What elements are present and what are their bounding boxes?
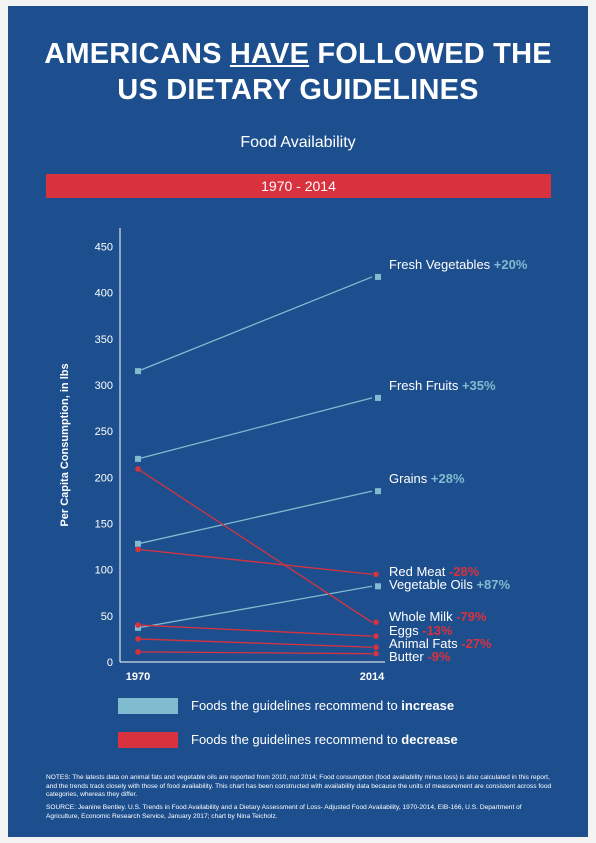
point-butter-1970	[135, 649, 141, 655]
y-tick-label: 150	[95, 518, 113, 530]
series-name-whole-milk: Whole Milk	[389, 609, 456, 624]
series-line-red-meat	[137, 548, 373, 575]
series-change-fresh-fruits: +35%	[462, 378, 496, 393]
date-range-banner: 1970 - 2014	[46, 174, 551, 198]
point-butter-2014	[373, 650, 379, 657]
page-title: AMERICANS HAVE FOLLOWED THE US DIETARY G…	[8, 36, 588, 108]
point-fresh-vegetables-1970	[135, 368, 141, 375]
footnote-notes: NOTES: The latests data on animal fats a…	[46, 774, 552, 798]
y-axis-label: Per Capita Consumption, in lbs	[59, 363, 71, 526]
y-tick-label: 400	[95, 288, 113, 300]
series-name-animal-fats: Animal Fats	[389, 636, 461, 651]
point-eggs-1970	[135, 622, 141, 628]
point-fresh-vegetables-2014	[375, 273, 381, 280]
series-change-vegetable-oils: +87%	[476, 577, 510, 592]
chart-subtitle: Food Availability	[240, 134, 356, 151]
series-label-fresh-fruits: Fresh Fruits +35%	[389, 378, 496, 393]
series-change-eggs: -13%	[422, 623, 453, 638]
title-have: HAVE	[229, 38, 310, 70]
series-change-butter: -9%	[427, 649, 451, 664]
series-line-eggs	[137, 624, 373, 637]
series-lines	[135, 273, 381, 657]
series-change-animal-fats: -27%	[461, 636, 492, 651]
series-change-whole-milk: -79%	[456, 609, 487, 624]
series-line-fresh-fruits	[137, 397, 373, 460]
series-name-vegetable-oils: Vegetable Oils	[389, 577, 476, 592]
series-name-fresh-vegetables: Fresh Vegetables	[389, 257, 494, 272]
point-grains-2014	[375, 488, 381, 495]
series-line-whole-milk	[137, 468, 373, 623]
point-vegetable-oils-2014	[375, 583, 381, 590]
y-tick-label: 300	[95, 380, 113, 392]
legend-decrease-swatch	[118, 732, 178, 748]
series-label-whole-milk: Whole Milk -79%	[389, 609, 487, 624]
series-name-eggs: Eggs	[389, 623, 422, 638]
point-animal-fats-1970	[135, 636, 141, 642]
series-change-grains: +28%	[431, 471, 465, 486]
series-line-grains	[137, 490, 373, 545]
y-tick-label: 450	[95, 241, 113, 253]
title-part-2: FOLLOWED THE	[309, 38, 552, 70]
point-grains-1970	[135, 540, 141, 547]
axes: 0 50 100 150 200 250 300 350 400 450 Per Capita Co…	[59, 228, 385, 683]
x-tick-label: 2014	[360, 671, 385, 683]
series-label-butter: Butter -9%	[389, 649, 451, 664]
series-line-vegetable-oils	[137, 585, 373, 629]
legend-decrease-label: Foods the guidelines recommend to decrea…	[191, 732, 458, 747]
y-tick-label: 250	[95, 426, 113, 438]
series-name-butter: Butter	[389, 649, 427, 664]
y-tick-label: 200	[95, 472, 113, 484]
series-label-animal-fats: Animal Fats -27%	[389, 636, 492, 651]
infographic-poster: AMERICANS HAVE FOLLOWED THE US DIETARY G…	[8, 6, 588, 837]
series-name-grains: Grains	[389, 471, 431, 486]
series-label-vegetable-oils: Vegetable Oils +87%	[389, 577, 511, 592]
y-tick-label: 350	[95, 334, 113, 346]
point-animal-fats-2014	[373, 644, 379, 651]
series-line-fresh-vegetables	[137, 276, 373, 372]
point-fresh-fruits-1970	[135, 455, 141, 462]
series-label-red-meat: Red Meat -28%	[389, 564, 480, 579]
series-label-fresh-vegetables: Fresh Vegetables +20%	[389, 257, 528, 272]
series-label-eggs: Eggs -13%	[389, 623, 453, 638]
series-change-red-meat: -28%	[449, 564, 480, 579]
point-red-meat-2014	[373, 571, 379, 578]
series-labels: Fresh Vegetables +20% Fresh Fruits +35% Gr…	[389, 257, 528, 664]
series-line-butter	[137, 651, 373, 655]
y-tick-label: 100	[95, 565, 113, 577]
point-fresh-fruits-2014	[375, 394, 381, 401]
point-whole-milk-2014	[373, 619, 379, 626]
y-tick-label: 50	[101, 611, 113, 623]
series-line-animal-fats	[137, 638, 373, 648]
point-whole-milk-1970	[135, 466, 141, 472]
title-line-2: US DIETARY GUIDELINES	[117, 74, 479, 106]
line-chart: 0 50 100 150 200 250 300 350 400 450 Per Capita Co…	[59, 228, 528, 683]
title-part-1: AMERICANS	[44, 38, 230, 70]
point-red-meat-1970	[135, 546, 141, 553]
series-name-red-meat: Red Meat	[389, 564, 449, 579]
point-eggs-2014	[373, 633, 379, 639]
series-name-fresh-fruits: Fresh Fruits	[389, 378, 462, 393]
series-label-grains: Grains +28%	[389, 471, 465, 486]
series-change-fresh-vegetables: +20%	[494, 257, 528, 272]
footnote-source: SOURCE: Jeanine Bentley. U.S. Trends in …	[46, 804, 522, 820]
legend-increase-label: Foods the guidelines recommend to increa…	[191, 698, 455, 713]
x-tick-label: 1970	[126, 671, 150, 683]
y-tick-label: 0	[107, 657, 113, 669]
legend-increase-swatch	[118, 698, 178, 714]
